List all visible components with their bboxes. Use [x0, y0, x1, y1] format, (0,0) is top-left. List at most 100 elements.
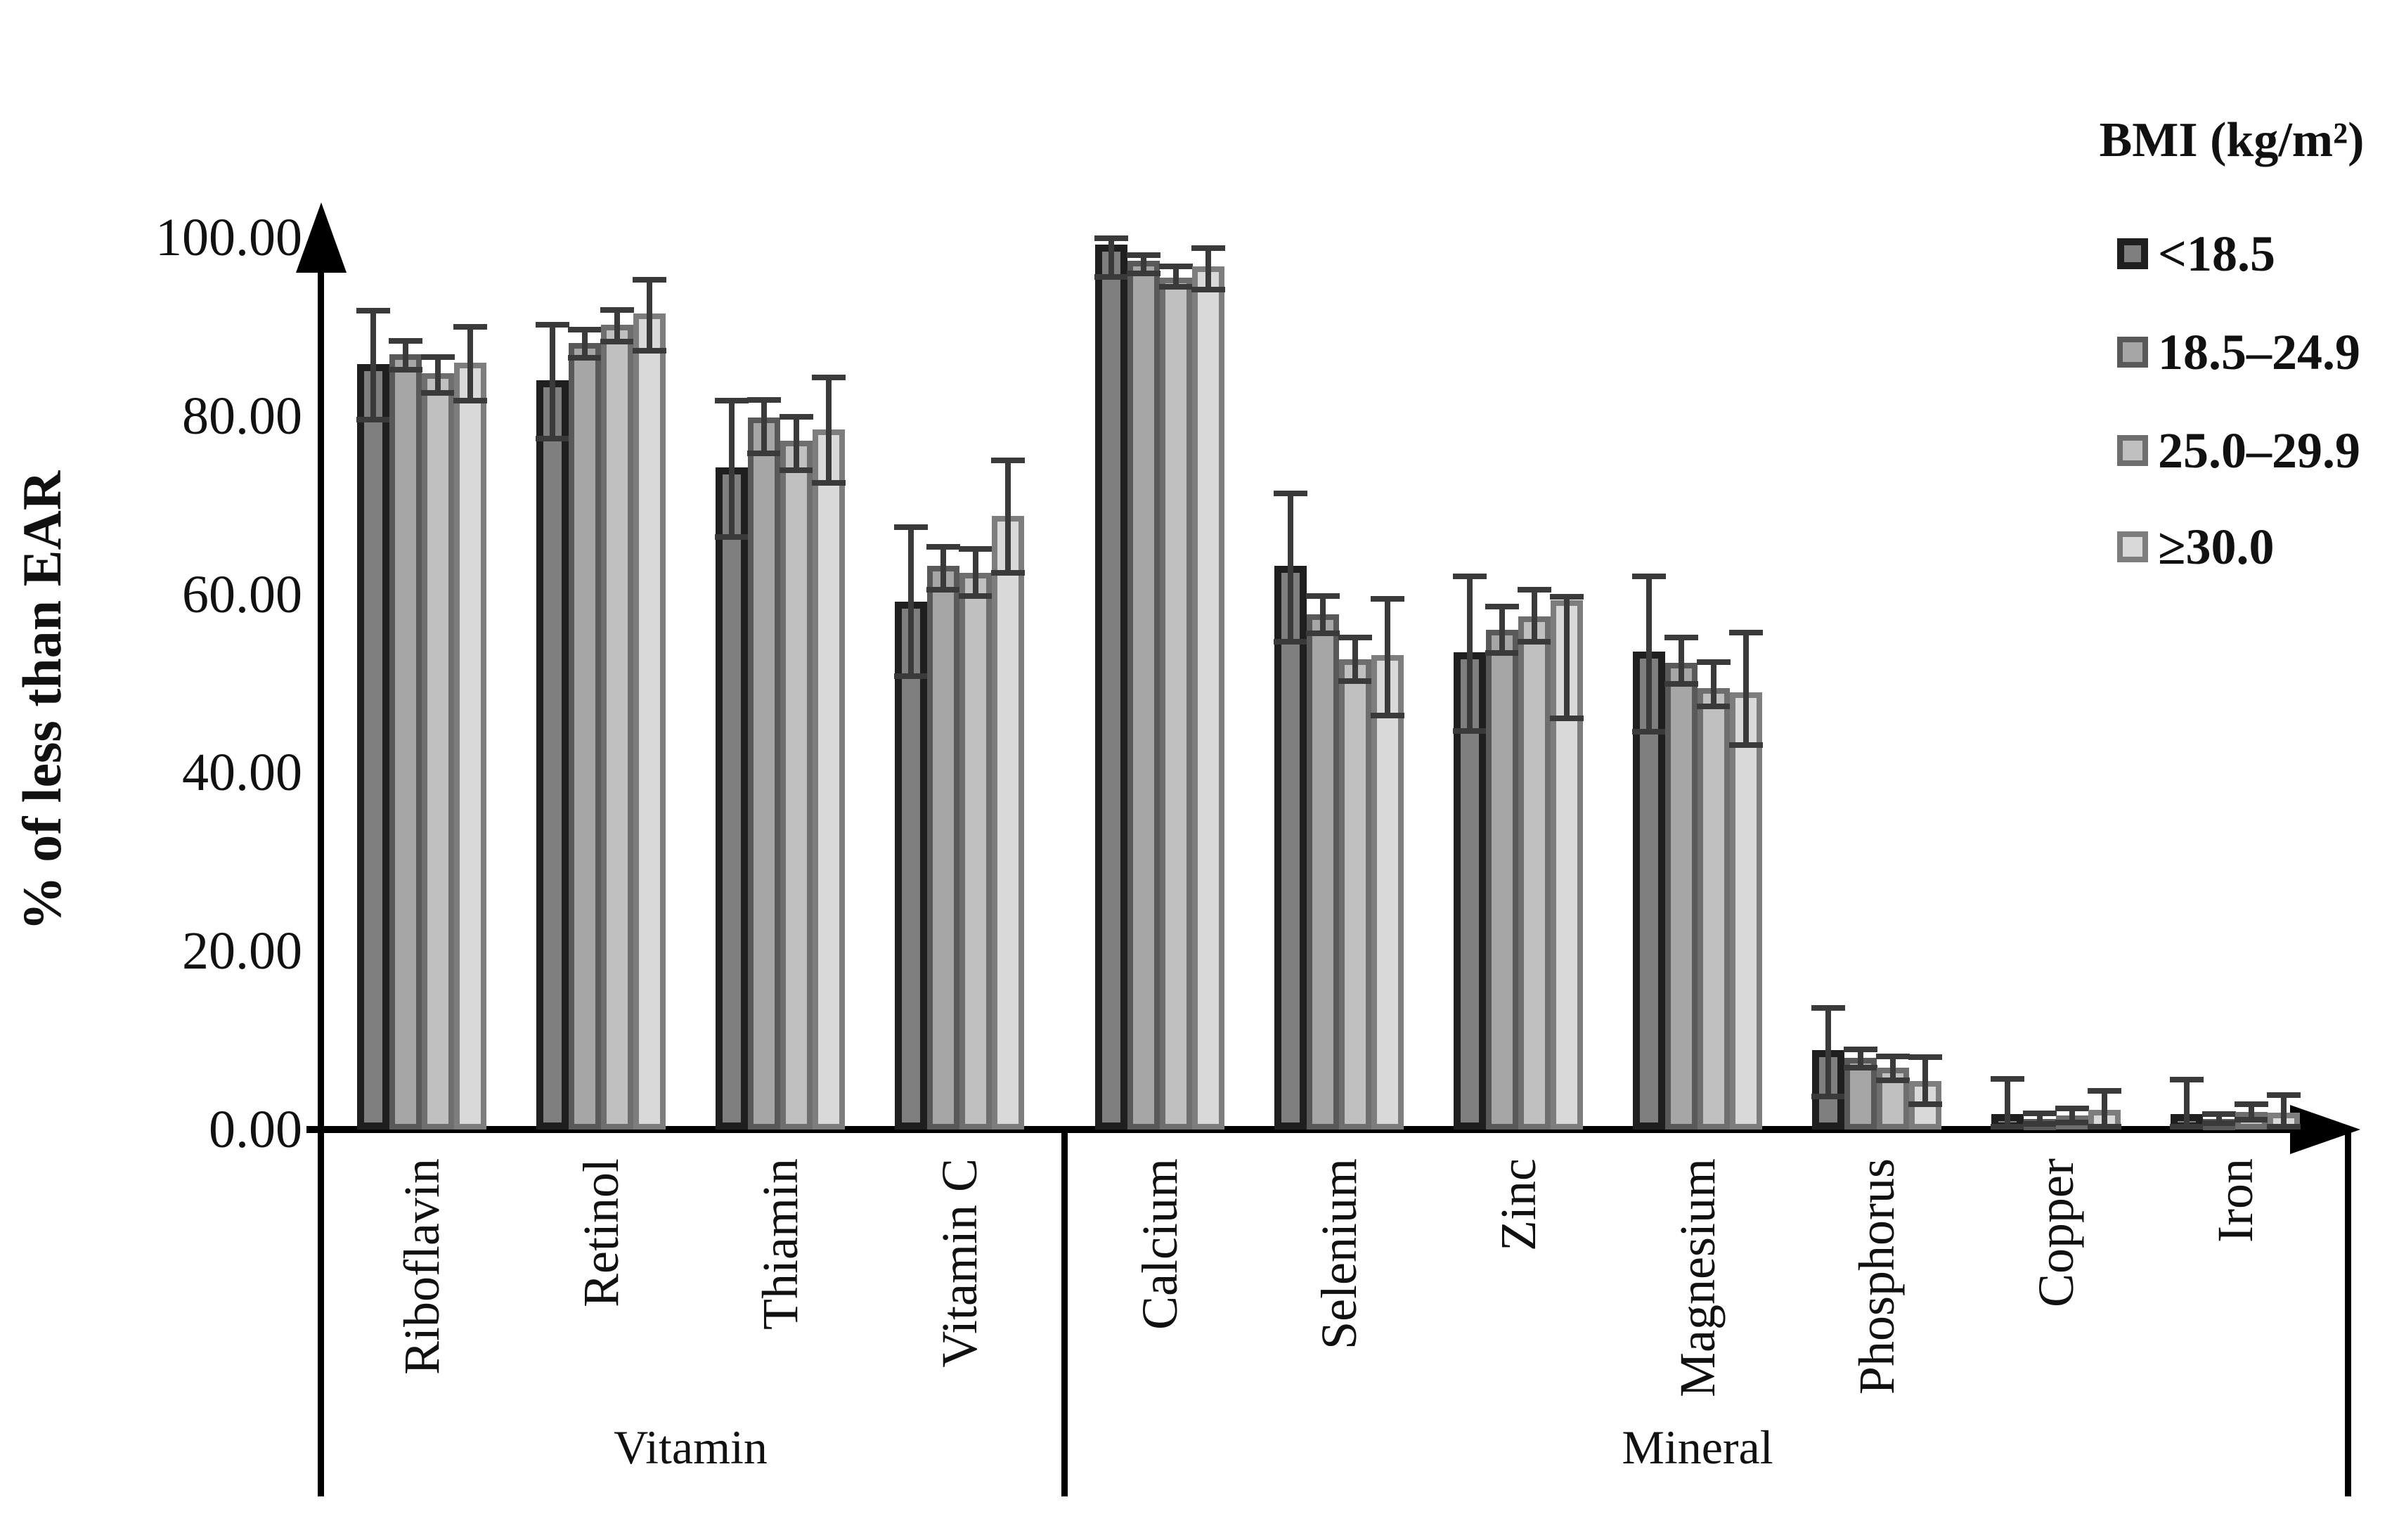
error-bar-cap	[991, 458, 1025, 464]
error-bar-cap	[1811, 1094, 1845, 1100]
error-bar	[550, 325, 555, 439]
error-bar-cap	[389, 366, 422, 373]
legend-swatch-icon	[2117, 238, 2148, 269]
error-bar-cap	[1908, 1101, 1942, 1108]
error-bar-cap	[1306, 630, 1340, 637]
error-bar-cap	[812, 479, 846, 486]
error-bar-cap	[568, 355, 602, 361]
error-bar-cap	[1844, 1065, 1877, 1071]
error-bar-cap	[633, 348, 666, 354]
error-bar-cap	[356, 416, 390, 422]
error-bar-cap	[1876, 1078, 1910, 1084]
legend-swatch-icon	[2117, 337, 2148, 368]
error-bar-cap	[2235, 1117, 2268, 1123]
bar-magnesium-series2	[1665, 663, 1698, 1130]
error-bar-cap	[894, 673, 928, 680]
error-bar-cap	[1371, 713, 1404, 719]
error-bar-cap	[1729, 742, 1763, 749]
error-bar	[1352, 637, 1358, 681]
y-tick-label: 20.00	[182, 921, 302, 981]
x-axis-line	[306, 1126, 2348, 1133]
error-bar	[1679, 637, 1684, 684]
error-bar	[1320, 596, 1326, 634]
error-bar-cap	[1811, 1005, 1845, 1011]
error-bar	[1385, 598, 1390, 716]
error-bar-cap	[2170, 1076, 2204, 1082]
bar-thiamin-series3	[780, 441, 813, 1130]
bar-riboflavin-series2	[389, 354, 422, 1130]
section-divider-line	[1061, 1130, 1068, 1496]
error-bar	[1858, 1049, 1863, 1068]
error-bar-cap	[1729, 630, 1763, 636]
error-bar-cap	[2023, 1121, 2057, 1127]
error-bar-cap	[926, 544, 960, 550]
bar-calcium-series2	[1127, 260, 1160, 1130]
error-bar-cap	[1991, 1124, 2024, 1130]
error-bar-cap	[536, 435, 569, 441]
error-bar-cap	[568, 326, 602, 332]
legend-label: ≥30.0	[2158, 519, 2275, 575]
section-divider-line	[2345, 1130, 2351, 1496]
error-bar	[2037, 1113, 2043, 1125]
legend-item-series3: 25.0–29.9	[2117, 425, 2360, 476]
bar-vitamin-c-series2	[927, 565, 959, 1130]
error-bar-cap	[536, 322, 569, 328]
error-bar	[1532, 590, 1537, 642]
legend-swatch-icon	[2117, 435, 2148, 466]
error-bar	[1499, 607, 1505, 654]
error-bar-cap	[2267, 1124, 2301, 1130]
error-bar-cap	[959, 593, 992, 600]
y-axis-arrow-icon	[296, 202, 347, 273]
error-bar-cap	[1453, 574, 1487, 580]
error-bar	[908, 527, 914, 677]
error-bar-cap	[2267, 1092, 2301, 1098]
error-bar-cap	[1697, 704, 1731, 710]
error-bar-cap	[1338, 678, 1372, 684]
bar-selenium-series4	[1371, 654, 1404, 1130]
bar-retinol-series2	[569, 342, 601, 1130]
error-bar	[729, 401, 735, 538]
error-bar	[2281, 1094, 2287, 1127]
error-bar-cap	[2235, 1101, 2268, 1108]
y-tick-label: 80.00	[182, 386, 302, 446]
bar-selenium-series2	[1307, 614, 1339, 1130]
error-bar	[582, 329, 588, 358]
error-bar	[1205, 248, 1211, 290]
error-bar-cap	[959, 545, 992, 552]
error-bar	[467, 326, 473, 401]
error-bar-cap	[1453, 727, 1487, 734]
error-bar	[2005, 1078, 2010, 1127]
error-bar-cap	[1991, 1075, 2024, 1082]
error-bar-cap	[1518, 587, 1551, 593]
error-bar-cap	[1306, 593, 1340, 600]
error-bar-cap	[1159, 283, 1193, 290]
legend-title: BMI (kg/m²)	[2099, 113, 2365, 167]
bar-vitamin-c-series1	[895, 601, 927, 1130]
error-bar-cap	[1697, 659, 1731, 666]
error-bar	[826, 377, 832, 483]
error-bar-cap	[2055, 1105, 2089, 1111]
legend-swatch-icon	[2117, 531, 2148, 562]
section-label-mineral: Mineral	[1622, 1421, 1773, 1474]
error-bar	[1564, 597, 1570, 718]
error-bar-cap	[715, 534, 749, 541]
error-bar-cap	[1664, 680, 1698, 687]
error-bar	[1288, 493, 1293, 642]
error-bar-cap	[1338, 634, 1372, 640]
error-bar-cap	[1876, 1053, 1910, 1059]
error-bar	[1467, 576, 1473, 731]
error-bar-cap	[1159, 263, 1193, 269]
error-bar-cap	[1127, 252, 1160, 259]
error-bar-cap	[926, 587, 960, 593]
legend-label: 25.0–29.9	[2158, 422, 2360, 479]
error-bar-cap	[894, 524, 928, 531]
error-bar-cap	[1094, 235, 1128, 242]
error-bar	[435, 357, 441, 393]
error-bar-cap	[421, 354, 455, 361]
error-bar-cap	[2202, 1111, 2236, 1118]
error-bar	[1005, 460, 1011, 574]
error-bar	[2249, 1104, 2254, 1120]
section-divider-line	[318, 1130, 324, 1496]
error-bar-cap	[1274, 491, 1307, 497]
error-bar-cap	[991, 570, 1025, 576]
